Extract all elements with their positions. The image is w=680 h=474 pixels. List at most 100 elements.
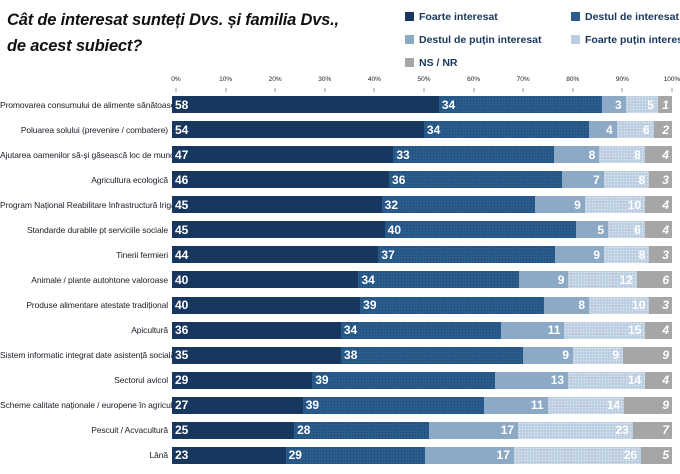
bar-segment-foarte-putin-interesat: 14 xyxy=(568,371,646,389)
bar-segment-ns-nr: 9 xyxy=(623,346,673,364)
bar-segment-foarte-interesat: 45 xyxy=(172,221,385,239)
bar-segment-foarte-interesat: 47 xyxy=(172,146,394,164)
bar-segment-destul-de-interesat: 38 xyxy=(341,346,524,364)
category-label: Scheme calitate naționale / europene în … xyxy=(0,400,187,411)
bar-segment-ns-nr: 9 xyxy=(624,396,673,414)
bar-value-label: 34 xyxy=(343,323,358,338)
bar-segment-destul-de-putin-interesat: 8 xyxy=(553,146,600,164)
bar-segment-ns-nr: 1 xyxy=(657,96,672,113)
legend-label: Destul de puțin interesat xyxy=(419,33,542,46)
axis-tick-mark xyxy=(621,88,623,92)
bar-segment-foarte-putin-interesat: 9 xyxy=(573,346,624,364)
category-label: Tinerii fermieri xyxy=(116,249,168,260)
category-label: Apicultură xyxy=(131,325,168,336)
bar-value-label: 39 xyxy=(315,373,329,388)
bar-segment-destul-de-interesat: 28 xyxy=(294,421,429,439)
legend-swatch-icon xyxy=(405,58,414,67)
bar-segment-destul-de-putin-interesat: 3 xyxy=(602,96,626,113)
bar-segment-destul-de-interesat: 39 xyxy=(360,296,545,314)
bar-segment-foarte-interesat: 23 xyxy=(172,446,286,464)
bar-segment-foarte-putin-interesat: 15 xyxy=(564,321,646,339)
bar-segment-foarte-interesat: 44 xyxy=(172,246,379,264)
bar-segment-ns-nr: 4 xyxy=(645,371,672,389)
category-label: Poluarea solului (prevenire / combatere) xyxy=(20,124,168,135)
bar-value-label: 26 xyxy=(623,448,638,463)
bar-segment-destul-de-interesat: 29 xyxy=(285,446,425,464)
bar-value-label: 34 xyxy=(426,122,441,137)
chart-legend: Foarte interesat Destul de interesat Destu… xyxy=(405,10,680,69)
bar-value-label: 7 xyxy=(592,172,600,187)
axis-tick-label: 60% xyxy=(467,76,481,83)
bar-segment-destul-de-putin-interesat: 5 xyxy=(575,221,608,239)
bar-segment-destul-de-interesat: 36 xyxy=(389,171,563,189)
bar-value-label: 17 xyxy=(496,448,510,463)
bar-segment-ns-nr: 4 xyxy=(645,321,672,339)
axis-tick-label: 90% xyxy=(615,76,629,83)
stacked-bar: 54 34 4 6 2 xyxy=(172,121,672,139)
bar-value-label: 34 xyxy=(441,97,456,112)
bar-value-label: 32 xyxy=(384,197,399,212)
bar-segment-foarte-putin-interesat: 10 xyxy=(584,196,646,214)
stacked-bar: 23 29 17 26 5 xyxy=(172,446,673,464)
bar-value-label: 4 xyxy=(662,197,669,212)
bar-segment-foarte-putin-interesat: 26 xyxy=(513,446,642,464)
bar-value-label: 37 xyxy=(381,247,395,262)
bar-segment-foarte-interesat: 46 xyxy=(172,171,390,189)
bar-segment-foarte-putin-interesat: 6 xyxy=(616,121,654,139)
bar-segment-destul-de-putin-interesat: 7 xyxy=(562,171,604,189)
bar-segment-ns-nr: 4 xyxy=(644,221,672,239)
bar-value-label: 29 xyxy=(288,448,302,463)
bar-value-label: 11 xyxy=(530,398,544,413)
stacked-bar: 45 40 5 6 4 xyxy=(172,221,672,239)
bar-value-label: 23 xyxy=(175,448,189,463)
bar-value-label: 40 xyxy=(175,298,189,312)
bar-segment-foarte-interesat: 40 xyxy=(172,296,361,314)
bar-value-label: 29 xyxy=(175,373,189,388)
bar-segment-ns-nr: 3 xyxy=(649,246,672,264)
category-label: Agricultura ecologică xyxy=(91,174,168,185)
chart-row: Sistem informatic integrat date asistenț… xyxy=(0,346,673,364)
bar-segment-foarte-interesat: 35 xyxy=(172,346,342,364)
chart-row: Program Național Reabilitare Infrastruct… xyxy=(0,196,672,214)
category-label: Program Național Reabilitare Infrastruct… xyxy=(0,199,182,210)
bar-segment-ns-nr: 5 xyxy=(641,446,673,464)
chart-row: Agricultura ecologică 46 36 7 8 3 xyxy=(0,171,672,189)
category-label: Ajutarea oamenilor să-și găsească loc de… xyxy=(0,149,179,160)
bar-value-label: 35 xyxy=(175,348,189,363)
bar-value-label: 13 xyxy=(550,373,565,388)
stacked-bar: 45 32 9 10 4 xyxy=(172,196,672,214)
axis-tick-mark xyxy=(473,88,475,92)
chart-rows: Promovarea consumului de alimente sănăto… xyxy=(0,96,673,464)
bar-segment-destul-de-interesat: 32 xyxy=(381,196,536,214)
bar-value-label: 9 xyxy=(574,197,581,212)
bar-value-label: 45 xyxy=(175,197,189,212)
bar-value-label: 4 xyxy=(662,222,669,237)
bar-segment-foarte-putin-interesat: 5 xyxy=(625,96,658,113)
axis-tick-label: 10% xyxy=(219,76,233,83)
bar-segment-destul-de-interesat: 34 xyxy=(358,271,520,289)
legend-item-foarte-interesat: Foarte interesat xyxy=(405,10,567,23)
category-label: Lână xyxy=(149,450,168,461)
bar-value-label: 38 xyxy=(344,348,358,363)
category-label: Pescuit / Acvacultură xyxy=(91,425,168,436)
bar-segment-ns-nr: 4 xyxy=(644,146,672,164)
bar-segment-destul-de-interesat: 40 xyxy=(384,221,576,239)
bar-segment-foarte-putin-interesat: 6 xyxy=(608,221,645,239)
chart-row: Produse alimentare atestate tradițional 4… xyxy=(0,296,672,314)
legend-swatch-icon xyxy=(405,12,414,21)
category-label: Sistem informatic integrat date asistenț… xyxy=(0,350,176,361)
bar-value-label: 28 xyxy=(297,423,311,438)
bar-value-label: 4 xyxy=(662,373,669,388)
bar-segment-foarte-interesat: 40 xyxy=(172,271,359,289)
bar-value-label: 9 xyxy=(612,348,620,363)
chart-row: Animale / plante autohtone valoroase 40 34… xyxy=(0,271,672,289)
bar-value-label: 36 xyxy=(175,323,189,338)
legend-label: Destul de interesat xyxy=(585,10,679,23)
axis-tick-label: 100% xyxy=(663,76,680,83)
bar-value-label: 17 xyxy=(500,423,515,438)
bar-segment-destul-de-putin-interesat: 9 xyxy=(554,246,605,264)
bar-value-label: 40 xyxy=(387,222,402,237)
bar-segment-destul-de-interesat: 39 xyxy=(312,371,496,389)
axis-tick-mark xyxy=(423,88,425,92)
bar-segment-foarte-interesat: 27 xyxy=(172,396,303,414)
